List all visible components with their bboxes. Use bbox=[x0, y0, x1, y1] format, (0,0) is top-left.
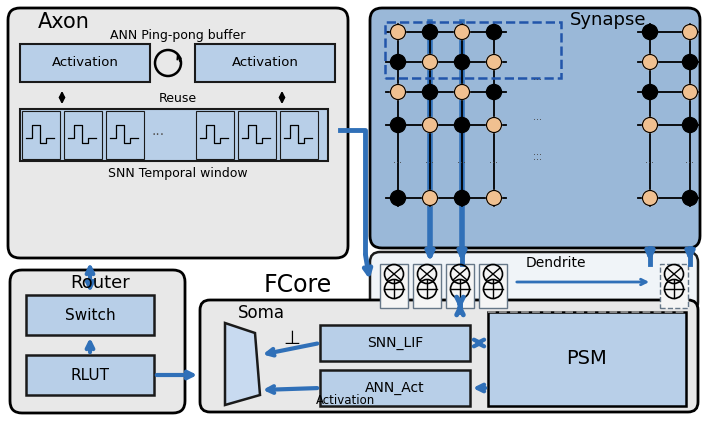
Circle shape bbox=[454, 55, 469, 70]
Text: Activation: Activation bbox=[52, 56, 118, 70]
Text: Reuse: Reuse bbox=[159, 92, 197, 104]
Bar bbox=[106, 111, 144, 159]
Text: ···: ··· bbox=[532, 115, 542, 125]
Bar bbox=[20, 44, 150, 82]
Circle shape bbox=[391, 55, 406, 70]
Circle shape bbox=[423, 25, 437, 39]
Circle shape bbox=[683, 84, 698, 100]
Circle shape bbox=[423, 55, 437, 70]
Bar bbox=[26, 295, 154, 335]
Text: ANN Ping-pong buffer: ANN Ping-pong buffer bbox=[111, 30, 246, 42]
Text: ANN_Act: ANN_Act bbox=[365, 381, 425, 395]
Text: Soma: Soma bbox=[238, 304, 285, 322]
Text: FCore: FCore bbox=[264, 273, 332, 297]
Circle shape bbox=[486, 190, 501, 206]
Circle shape bbox=[454, 117, 469, 132]
Circle shape bbox=[486, 55, 501, 70]
Bar bbox=[26, 355, 154, 395]
Circle shape bbox=[391, 25, 406, 39]
Text: ···: ··· bbox=[489, 158, 498, 168]
Circle shape bbox=[391, 84, 406, 100]
Bar bbox=[22, 111, 60, 159]
Circle shape bbox=[486, 117, 501, 132]
FancyBboxPatch shape bbox=[370, 8, 700, 248]
Bar bbox=[380, 264, 408, 308]
Circle shape bbox=[683, 117, 698, 132]
Text: ···: ··· bbox=[532, 75, 542, 85]
Circle shape bbox=[454, 25, 469, 39]
Circle shape bbox=[642, 25, 657, 39]
Bar bbox=[413, 264, 441, 308]
Bar bbox=[320, 325, 470, 361]
Circle shape bbox=[486, 25, 501, 39]
Text: SNN_LIF: SNN_LIF bbox=[367, 336, 423, 350]
Bar bbox=[64, 111, 102, 159]
FancyBboxPatch shape bbox=[10, 270, 185, 413]
Circle shape bbox=[486, 84, 501, 100]
Text: ⊥: ⊥ bbox=[284, 329, 301, 348]
Text: RLUT: RLUT bbox=[70, 368, 109, 382]
Circle shape bbox=[454, 84, 469, 100]
Circle shape bbox=[423, 84, 437, 100]
Circle shape bbox=[423, 190, 437, 206]
Circle shape bbox=[642, 55, 657, 70]
Bar bbox=[660, 264, 688, 308]
Bar bbox=[488, 312, 686, 406]
FancyBboxPatch shape bbox=[200, 300, 698, 412]
Text: ···: ··· bbox=[532, 155, 542, 165]
Text: ···: ··· bbox=[457, 158, 467, 168]
Text: SNN Temporal window: SNN Temporal window bbox=[108, 167, 248, 179]
Circle shape bbox=[454, 190, 469, 206]
Circle shape bbox=[423, 117, 437, 132]
Circle shape bbox=[391, 117, 406, 132]
FancyBboxPatch shape bbox=[8, 8, 348, 258]
Text: ···: ··· bbox=[425, 158, 435, 168]
Bar bbox=[385, 22, 561, 78]
Bar bbox=[320, 370, 470, 406]
Bar bbox=[196, 111, 234, 159]
Text: Router: Router bbox=[70, 274, 130, 292]
Text: PSM: PSM bbox=[566, 349, 608, 368]
Bar bbox=[195, 44, 335, 82]
Circle shape bbox=[683, 190, 698, 206]
Circle shape bbox=[683, 55, 698, 70]
Polygon shape bbox=[225, 323, 260, 405]
Circle shape bbox=[642, 190, 657, 206]
Text: Activation: Activation bbox=[232, 56, 298, 70]
Circle shape bbox=[642, 117, 657, 132]
Circle shape bbox=[642, 84, 657, 100]
Bar bbox=[280, 111, 318, 159]
Text: ···: ··· bbox=[152, 128, 164, 142]
Text: Switch: Switch bbox=[65, 307, 116, 323]
Text: ···: ··· bbox=[532, 150, 542, 160]
Text: ···: ··· bbox=[686, 158, 695, 168]
Text: Activation: Activation bbox=[316, 393, 375, 407]
Bar bbox=[479, 264, 507, 308]
Circle shape bbox=[683, 25, 698, 39]
Circle shape bbox=[391, 190, 406, 206]
FancyBboxPatch shape bbox=[370, 252, 698, 312]
Text: Synapse: Synapse bbox=[570, 11, 646, 29]
Text: ···: ··· bbox=[645, 158, 654, 168]
Bar bbox=[20, 109, 328, 161]
Bar bbox=[238, 111, 276, 159]
Bar bbox=[446, 264, 474, 308]
Text: ···: ··· bbox=[393, 158, 403, 168]
Text: Dendrite: Dendrite bbox=[526, 256, 586, 270]
Text: Axon: Axon bbox=[38, 12, 90, 32]
